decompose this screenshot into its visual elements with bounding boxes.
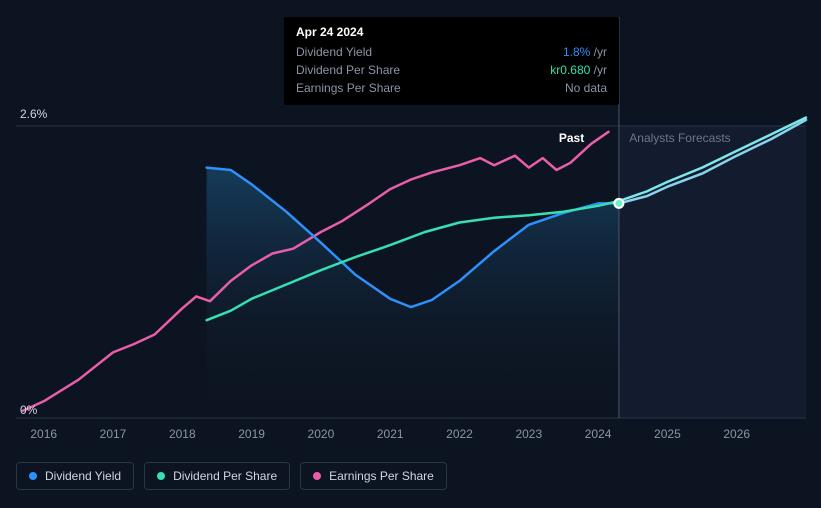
- x-tick: 2016: [30, 427, 57, 441]
- tooltip-value: 1.8% /yr: [563, 43, 607, 61]
- tooltip-label: Dividend Yield: [296, 43, 372, 61]
- legend: Dividend Yield Dividend Per Share Earnings…: [16, 462, 447, 490]
- x-tick: 2017: [100, 427, 127, 441]
- forecast-label: Analysts Forecasts: [629, 131, 730, 145]
- series-marker: [614, 199, 623, 208]
- legend-dot: [313, 472, 321, 480]
- past-label: Past: [559, 131, 584, 145]
- x-tick: 2020: [308, 427, 335, 441]
- legend-item[interactable]: Earnings Per Share: [300, 462, 447, 490]
- tooltip-label: Dividend Per Share: [296, 61, 400, 79]
- forecast-region: [619, 126, 806, 418]
- legend-dot: [157, 472, 165, 480]
- tooltip-label: Earnings Per Share: [296, 79, 401, 97]
- x-tick: 2025: [654, 427, 681, 441]
- x-tick: 2023: [515, 427, 542, 441]
- x-tick: 2022: [446, 427, 473, 441]
- legend-label: Earnings Per Share: [329, 469, 434, 483]
- y-tick-top: 2.6%: [20, 107, 48, 121]
- chart-tooltip: Apr 24 2024 Dividend Yield1.8% /yrDivide…: [284, 17, 619, 105]
- tooltip-row: Earnings Per Share No data: [296, 79, 607, 97]
- x-tick: 2019: [238, 427, 265, 441]
- legend-label: Dividend Per Share: [173, 469, 277, 483]
- legend-dot: [29, 472, 37, 480]
- x-tick: 2024: [585, 427, 612, 441]
- x-tick: 2026: [723, 427, 750, 441]
- tooltip-value: kr0.680 /yr: [550, 61, 607, 79]
- tooltip-date: Apr 24 2024: [296, 25, 607, 39]
- legend-item[interactable]: Dividend Per Share: [144, 462, 290, 490]
- x-tick: 2021: [377, 427, 404, 441]
- legend-item[interactable]: Dividend Yield: [16, 462, 134, 490]
- tooltip-rows: Dividend Yield1.8% /yrDividend Per Share…: [296, 43, 607, 97]
- tooltip-row: Dividend Per Share kr0.680 /yr: [296, 61, 607, 79]
- tooltip-row: Dividend Yield 1.8% /yr: [296, 43, 607, 61]
- legend-label: Dividend Yield: [45, 469, 121, 483]
- tooltip-value: No data: [565, 79, 607, 97]
- y-tick-bottom: 0%: [20, 403, 38, 417]
- x-tick: 2018: [169, 427, 196, 441]
